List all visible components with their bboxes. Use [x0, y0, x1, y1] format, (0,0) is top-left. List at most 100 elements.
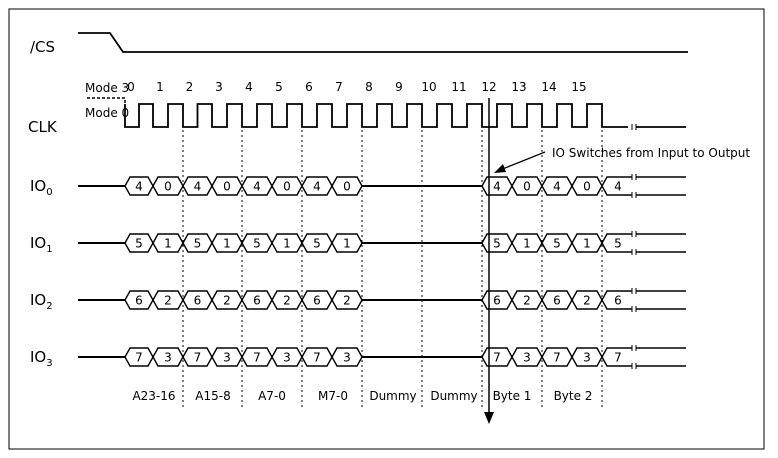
clock-cycle-number: 8: [365, 80, 373, 94]
clk-mode3-idle: [87, 97, 126, 104]
io-bit-label: 4: [493, 180, 501, 194]
io-bit-label: 3: [583, 351, 591, 365]
io-bit-label: 0: [164, 180, 172, 194]
phase-separators: [182, 130, 603, 408]
io-bit-label: 5: [614, 237, 622, 251]
io-switch-marker-arrowhead: [484, 412, 494, 424]
io3-waveform: 7 3 7 3 7 3 7 3 7 3 7 3 7: [78, 345, 686, 369]
io-bit-label: 6: [493, 294, 501, 308]
clock-cycle-number: 13: [511, 80, 526, 94]
io-bit-label: 0: [583, 180, 591, 194]
io-bit-label: 7: [135, 351, 143, 365]
io-bit-label: 3: [523, 351, 531, 365]
annotation-pointer: [499, 151, 546, 171]
cs-label: /CS: [30, 38, 55, 56]
io-bit-label: 4: [553, 180, 561, 194]
io-bit-label: 2: [223, 294, 231, 308]
io-bit-label: 2: [583, 294, 591, 308]
clock-cycle-number: 14: [541, 80, 556, 94]
io0-label: IO0: [30, 177, 53, 198]
io-bit-label: 1: [283, 237, 291, 251]
annotation-pointer-head: [494, 164, 506, 173]
io-waveforms: 4 0 4 0 4 0 4 0 4 0 4 0 4 5 1 5 1 5 1 5 1 5 1 5 1 5 6 2 6 2 6 2 6 2 6 2 6 2 6 7…: [78, 174, 686, 369]
clock-cycle-number: 12: [481, 80, 496, 94]
clock-cycle-number: 9: [395, 80, 403, 94]
io-bit-label: 5: [253, 237, 261, 251]
io-bit-label: 0: [343, 180, 351, 194]
phase-label: Byte 1: [493, 389, 532, 403]
clock-cycle-number: 1: [156, 80, 164, 94]
io1-waveform: 5 1 5 1 5 1 5 1 5 1 5 1 5: [78, 231, 686, 255]
phase-labels: A23-16 A15-8 A7-0 M7-0 Dummy Dummy Byte 1 Byte …: [132, 389, 592, 403]
io-data-cell: [331, 290, 363, 310]
clock-cycle-number: 3: [215, 80, 223, 94]
io2-label: IO2: [30, 291, 53, 312]
io-bit-label: 2: [343, 294, 351, 308]
io-bit-label: 3: [343, 351, 351, 365]
cs-waveform: [78, 32, 688, 53]
clk-waveform: [124, 103, 628, 128]
clock-cycle-number: 10: [421, 80, 436, 94]
io1-label: IO1: [30, 234, 53, 255]
io2-waveform: 6 2 6 2 6 2 6 2 6 2 6 2 6: [78, 288, 686, 312]
io-bit-label: 3: [223, 351, 231, 365]
io-bit-label: 5: [493, 237, 501, 251]
io-switch-annotation: IO Switches from Input to Output: [552, 146, 750, 160]
clock-cycle-number: 0: [127, 80, 135, 94]
io-bit-label: 4: [253, 180, 261, 194]
io-bit-label: 4: [614, 180, 622, 194]
io-bit-label: 0: [283, 180, 291, 194]
clock-cycle-numbers: 0 1 2 3 4 5 6 7 8 9 10 11 12 13 14 15: [127, 80, 586, 94]
io-bit-label: 1: [343, 237, 351, 251]
io-bit-label: 1: [164, 237, 172, 251]
clock-cycle-number: 7: [335, 80, 343, 94]
io-bit-label: 7: [493, 351, 501, 365]
io-bit-label: 4: [194, 180, 202, 194]
phase-label: A15-8: [195, 389, 230, 403]
clk-continuation: [631, 124, 686, 130]
io-bit-label: 6: [194, 294, 202, 308]
io-bit-label: 7: [553, 351, 561, 365]
clock-cycle-number: 6: [305, 80, 313, 94]
io-bit-label: 3: [283, 351, 291, 365]
io-bit-label: 2: [164, 294, 172, 308]
io-bit-label: 6: [135, 294, 143, 308]
mode0-label: Mode 0: [85, 106, 129, 120]
io-trailing-cell: [601, 290, 632, 310]
io-data-cell: [331, 347, 363, 367]
io-bit-label: 1: [223, 237, 231, 251]
phase-label: M7-0: [318, 389, 348, 403]
io3-label: IO3: [30, 348, 53, 369]
io-bit-label: 4: [135, 180, 143, 194]
io-bit-label: 7: [614, 351, 622, 365]
io-bit-label: 0: [223, 180, 231, 194]
io-bit-label: 5: [553, 237, 561, 251]
io-bit-label: 6: [614, 294, 622, 308]
clock-cycle-number: 2: [186, 80, 194, 94]
phase-label: A7-0: [258, 389, 286, 403]
io-trailing-cell: [601, 347, 632, 367]
clock-cycle-number: 5: [275, 80, 283, 94]
mode3-label: Mode 3: [85, 81, 129, 95]
diagram-frame: [8, 8, 765, 450]
io-bit-label: 7: [253, 351, 261, 365]
io-bit-label: 7: [194, 351, 202, 365]
clock-cycle-number: 4: [245, 80, 253, 94]
io-bit-label: 3: [164, 351, 172, 365]
io-bit-label: 0: [523, 180, 531, 194]
io-bit-label: 5: [135, 237, 143, 251]
io-bit-label: 5: [313, 237, 321, 251]
io-data-cell: [331, 176, 363, 196]
clock-cycle-number: 15: [571, 80, 586, 94]
io-bit-label: 1: [523, 237, 531, 251]
io-bit-label: 7: [313, 351, 321, 365]
io-bit-label: 1: [583, 237, 591, 251]
io-data-cell: [331, 233, 363, 253]
clk-label: CLK: [28, 118, 58, 136]
io-trailing-cell: [601, 176, 632, 196]
io-bit-label: 2: [283, 294, 291, 308]
clock-cycle-number: 11: [451, 80, 466, 94]
io-bit-label: 6: [313, 294, 321, 308]
phase-label: Byte 2: [554, 389, 593, 403]
